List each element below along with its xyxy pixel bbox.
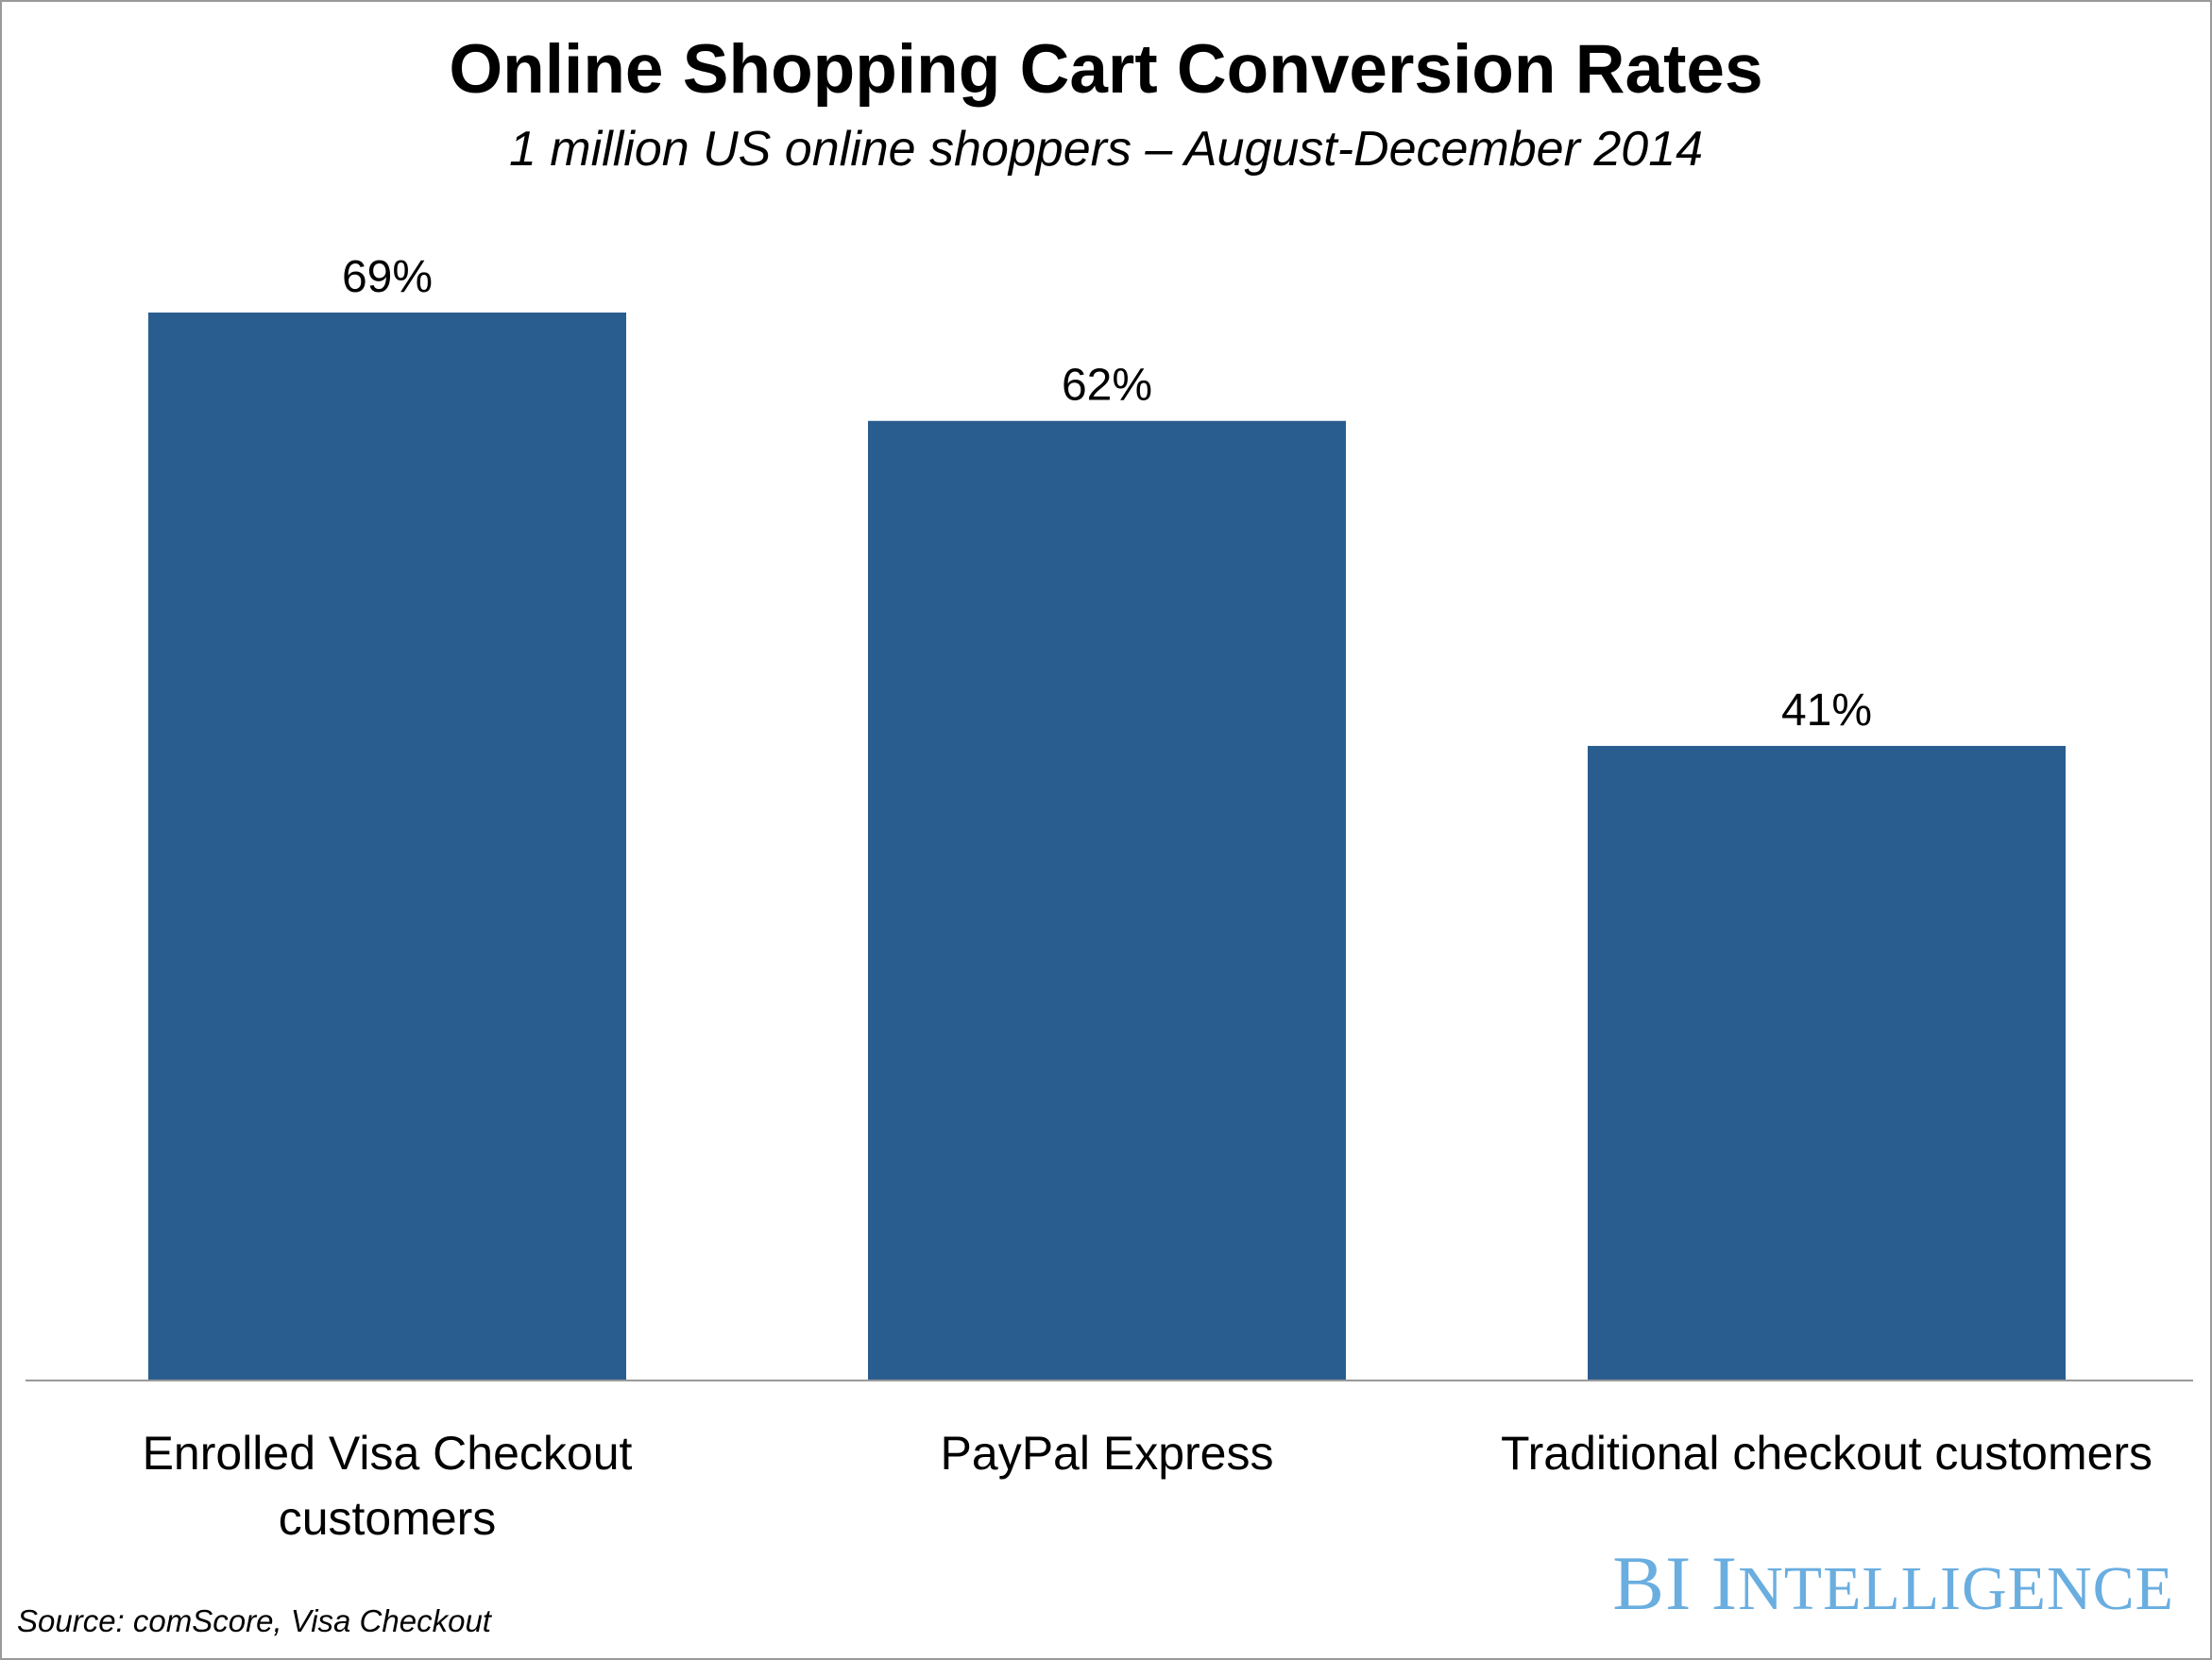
logo-i: I	[1710, 1540, 1739, 1626]
data-label-2: 62%	[1062, 361, 1152, 411]
category-label-3-line-1: Traditional checkout customers	[1501, 1427, 2152, 1480]
logo-ntelligence: NTELLIGENCE	[1738, 1554, 2174, 1623]
data-label-3: 41%	[1781, 686, 1872, 736]
bar-3	[1588, 745, 2066, 1381]
data-label-1: 69%	[342, 252, 433, 302]
chart-subtitle: 1 million US online shoppers – August-De…	[508, 122, 1704, 177]
category-label-2-line-1: PayPal Express	[941, 1427, 1274, 1480]
source-note: Source: comScore, Visa Checkout	[17, 1603, 491, 1638]
chart-title: Online Shopping Cart Conversion Rates	[449, 31, 1763, 108]
logo-bi: BI	[1612, 1540, 1693, 1626]
bi-intelligence-logo: BI INTELLIGENCE	[1612, 1539, 2174, 1628]
category-label-1-line-2: customers	[279, 1492, 497, 1545]
bar-2	[868, 420, 1346, 1381]
category-label-1-line-1: Enrolled Visa Checkout	[143, 1427, 633, 1480]
bar-1	[148, 313, 626, 1381]
